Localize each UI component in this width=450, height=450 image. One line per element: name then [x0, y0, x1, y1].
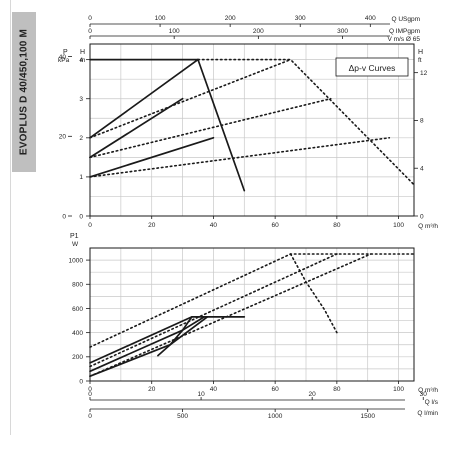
power-curve-8: [289, 253, 338, 334]
pressure-axis-unit: kPa: [58, 57, 70, 64]
head-x-axis-label: Q m³/h: [418, 223, 438, 230]
power-curve-7: [89, 253, 372, 378]
head-ft-tick-label: 8: [420, 118, 424, 125]
lmin-axis-label: Q l/min: [417, 410, 438, 417]
impgpm-tick-label: 200: [253, 28, 264, 35]
head-m-tick-label: 0: [79, 213, 83, 220]
head-x-tick-label: 60: [272, 222, 280, 229]
power-y-tick-label: 200: [72, 354, 83, 361]
power-x-tick-label: 100: [393, 386, 404, 393]
ls-tick-label: 10: [197, 391, 205, 398]
ls-tick-label: 0: [88, 391, 92, 398]
head-curve-7: [89, 58, 292, 139]
power-y-tick-label: 400: [72, 330, 83, 337]
power-curve-1: [89, 316, 246, 364]
lmin-tick-label: 1500: [360, 413, 375, 420]
head-x-tick-label: 40: [210, 222, 218, 229]
pressure-tick-label: 40: [59, 54, 67, 61]
head-x-tick-label: 80: [333, 222, 341, 229]
power-x-tick-label: 20: [148, 386, 156, 393]
pressure-tick-label: 0: [62, 213, 66, 220]
ls-tick-label: 20: [309, 391, 317, 398]
usgpm-tick-label: 0: [88, 15, 92, 22]
power-y-tick-label: 1000: [69, 257, 84, 264]
impgpm-tick-label: 100: [169, 28, 180, 35]
velocity-axis-label: V m/s Ø 65: [387, 36, 420, 43]
power-curve-4: [157, 316, 193, 357]
head-x-tick-label: 100: [393, 222, 404, 229]
power-curve-6: [89, 253, 338, 368]
power-x-tick-label: 0: [88, 386, 92, 393]
model-side-tab: [12, 12, 36, 172]
power-axis-unit: W: [72, 241, 79, 248]
power-y-tick-label: 600: [72, 306, 83, 313]
power-y-tick-label: 800: [72, 282, 83, 289]
head-ft-axis-title: H: [418, 49, 423, 56]
pressure-axis-title: P: [63, 49, 68, 56]
head-m-axis-title: H: [80, 49, 85, 56]
head-m-tick-label: 3: [79, 96, 83, 103]
lmin-tick-label: 500: [177, 413, 188, 420]
power-x-tick-label: 60: [272, 386, 280, 393]
usgpm-tick-label: 400: [365, 15, 376, 22]
usgpm-tick-label: 100: [155, 15, 166, 22]
lmin-tick-label: 1000: [268, 413, 283, 420]
lmin-tick-label: 0: [88, 413, 92, 420]
head-x-tick-label: 20: [148, 222, 156, 229]
pressure-tick-label: 20: [59, 134, 67, 141]
ls-axis-label: Q l/s: [425, 399, 439, 406]
head-ft-tick-label: 0: [420, 213, 424, 220]
impgpm-tick-label: 300: [337, 28, 348, 35]
power-x-tick-label: 80: [333, 386, 341, 393]
head-m-tick-label: 4: [79, 57, 83, 64]
page-divider-line: [10, 0, 11, 435]
impgpm-tick-label: 0: [88, 28, 92, 35]
head-curve-9: [89, 137, 391, 178]
ls-tick-label: 30: [420, 391, 428, 398]
head-curve-6: [197, 58, 415, 186]
head-m-tick-label: 1: [79, 174, 83, 181]
power-axis-title: P1: [70, 233, 79, 240]
head-m-axis-unit: m: [80, 57, 85, 64]
power-y-tick-label: 0: [79, 378, 83, 385]
head-ft-tick-label: 12: [420, 70, 428, 77]
head-ft-tick-label: 4: [420, 166, 424, 173]
head-x-tick-label: 0: [88, 222, 92, 229]
head-curve-8: [89, 97, 332, 159]
legend-box-text: Δp-v Curves: [349, 63, 396, 73]
power-x-tick-label: 40: [210, 386, 218, 393]
usgpm-tick-label: 300: [295, 15, 306, 22]
power-plot-frame: [89, 247, 415, 382]
power-x-axis-label: Q m³/h: [418, 387, 438, 394]
head-curve-2: [89, 58, 199, 139]
usgpm-tick-label: 200: [225, 15, 236, 22]
impgpm-axis-label: Q IMPgpm: [389, 28, 420, 35]
head-curve-4: [89, 136, 215, 178]
head-ft-axis-unit: ft: [418, 57, 422, 64]
power-curve-5: [89, 253, 415, 348]
legend-box: [335, 57, 409, 77]
head-m-tick-label: 2: [79, 135, 83, 142]
head-plot-frame: [89, 43, 415, 217]
usgpm-axis-label: Q USgpm: [391, 16, 420, 23]
